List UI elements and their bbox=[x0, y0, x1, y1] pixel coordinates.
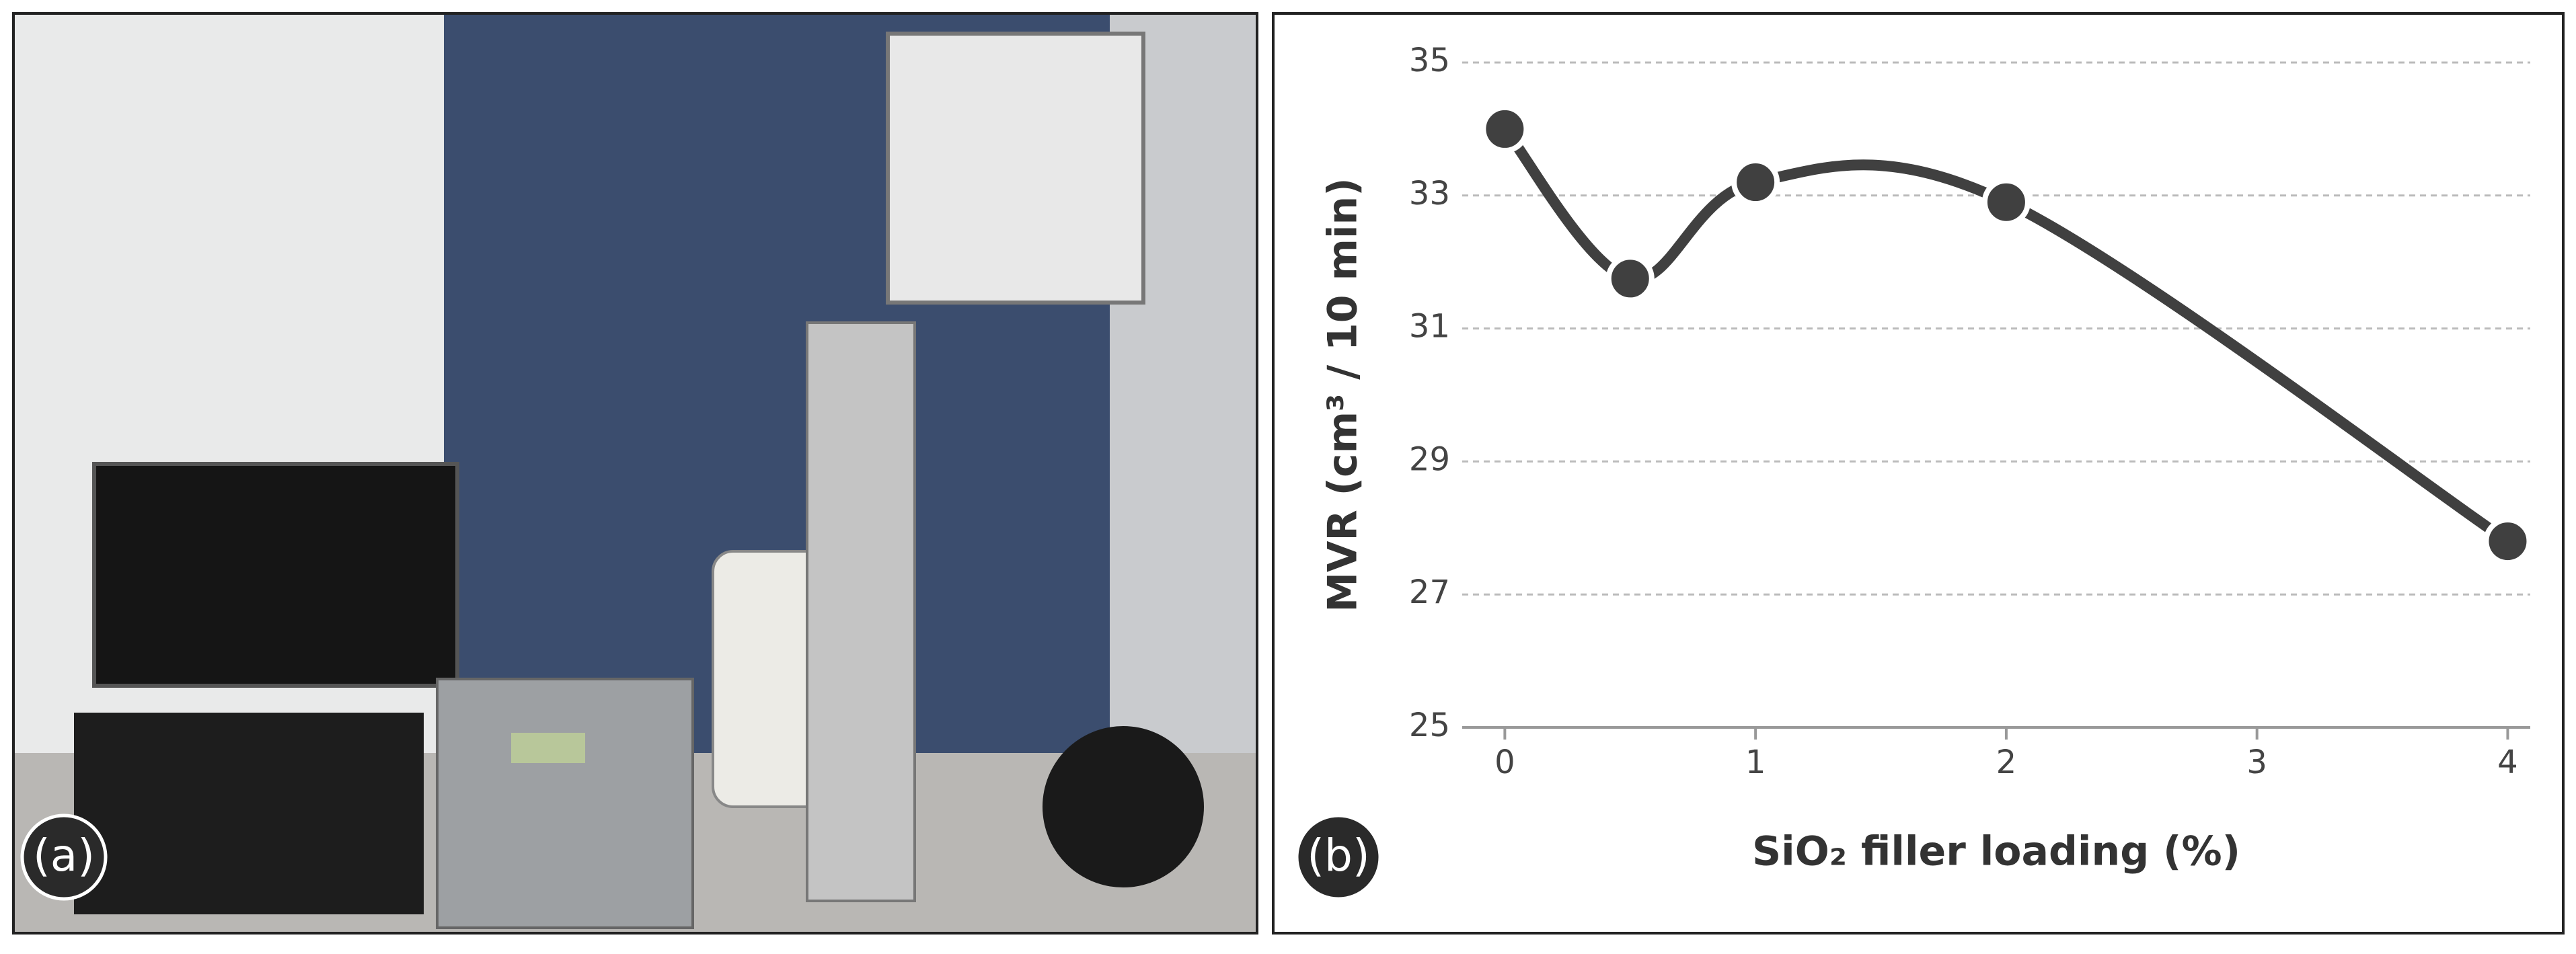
data-point bbox=[1480, 104, 1529, 153]
label-badge bbox=[1295, 813, 1382, 901]
y-tick-label: 33 bbox=[1409, 175, 1450, 212]
chart-frame bbox=[1272, 12, 2565, 935]
y-tick-label: 29 bbox=[1409, 440, 1450, 478]
data-point bbox=[2483, 517, 2532, 566]
series-line bbox=[1501, 125, 2511, 546]
y-tick-label: 25 bbox=[1409, 707, 1450, 744]
data-point bbox=[1605, 254, 1655, 303]
photo-controller bbox=[436, 678, 694, 929]
photo-label: (a) bbox=[33, 830, 95, 881]
photo-display bbox=[511, 733, 585, 763]
data-point bbox=[1981, 177, 2031, 227]
y-tick-label: 27 bbox=[1409, 573, 1450, 611]
x-tick-label: 2 bbox=[1996, 744, 2017, 781]
chart: 25 27 29 31 33 35 0 1 2 3 4 SiO₂ filler loading (%)… bbox=[1295, 42, 2532, 901]
data-point bbox=[1731, 158, 1780, 207]
x-tick-label: 1 bbox=[1745, 744, 1766, 781]
x-tick-label: 0 bbox=[1494, 744, 1515, 781]
photo-column bbox=[806, 321, 916, 902]
photo-computer bbox=[74, 713, 424, 914]
panel-label: (b) bbox=[1307, 830, 1369, 881]
photo-panel: (a) bbox=[12, 12, 1258, 935]
x-tick-label: 3 bbox=[2246, 744, 2267, 781]
photo-head bbox=[886, 32, 1145, 305]
y-tick-label: 31 bbox=[1409, 308, 1450, 346]
x-axis-label: SiO₂ filler loading (%) bbox=[1752, 828, 2240, 875]
x-tick-label: 4 bbox=[2497, 744, 2518, 781]
y-tick-label: 35 bbox=[1409, 42, 1450, 79]
label-badge bbox=[20, 813, 108, 901]
y-axis-label: MVR (cm³ / 10 min) bbox=[1320, 177, 1367, 612]
photo-monitor bbox=[92, 462, 459, 688]
photo-reel bbox=[1043, 726, 1204, 887]
